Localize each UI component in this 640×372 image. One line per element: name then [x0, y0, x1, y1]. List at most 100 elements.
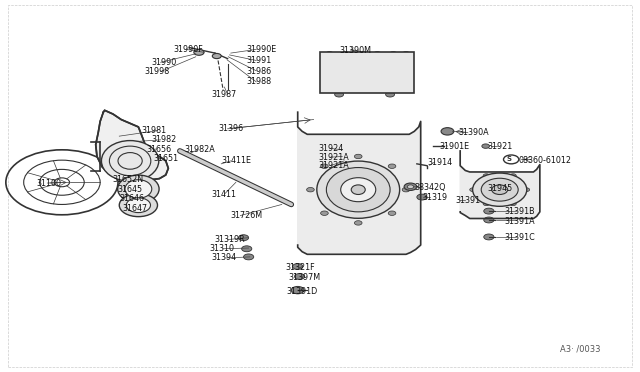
Text: 31396: 31396 — [218, 124, 243, 133]
Circle shape — [483, 202, 490, 206]
Text: 31987: 31987 — [212, 90, 237, 99]
Text: 31982A: 31982A — [185, 145, 216, 154]
Text: 31656: 31656 — [147, 145, 172, 154]
Text: 31645: 31645 — [117, 185, 143, 194]
Circle shape — [307, 187, 314, 192]
Circle shape — [212, 54, 221, 59]
Ellipse shape — [125, 180, 152, 198]
Circle shape — [355, 221, 362, 225]
Polygon shape — [298, 112, 420, 254]
Circle shape — [291, 286, 304, 294]
Text: 31981: 31981 — [141, 126, 166, 135]
Circle shape — [402, 52, 410, 56]
Text: 31319R: 31319R — [215, 235, 246, 244]
Circle shape — [483, 174, 490, 177]
Text: 38342Q: 38342Q — [414, 183, 446, 192]
Text: 31390M: 31390M — [339, 46, 371, 55]
Text: 31411: 31411 — [212, 190, 237, 199]
Ellipse shape — [101, 141, 159, 181]
Ellipse shape — [492, 185, 508, 195]
Text: 31901E: 31901E — [440, 142, 470, 151]
Text: 31988: 31988 — [246, 77, 272, 86]
Circle shape — [524, 188, 530, 192]
Ellipse shape — [472, 173, 527, 206]
Circle shape — [404, 183, 417, 190]
Bar — [320, 52, 414, 93]
Circle shape — [194, 49, 204, 55]
Text: 31990F: 31990F — [173, 45, 203, 54]
Circle shape — [390, 52, 397, 56]
Text: 31914: 31914 — [427, 157, 452, 167]
Text: 31397M: 31397M — [288, 273, 320, 282]
Circle shape — [417, 194, 427, 200]
Text: 31921A: 31921A — [319, 153, 349, 162]
Circle shape — [386, 92, 394, 97]
Text: 31982: 31982 — [151, 135, 177, 144]
Ellipse shape — [351, 185, 365, 195]
Circle shape — [482, 144, 490, 148]
Polygon shape — [460, 151, 540, 218]
Text: 31651: 31651 — [153, 154, 178, 163]
Text: 08360-61012: 08360-61012 — [519, 155, 572, 165]
Circle shape — [479, 186, 490, 192]
Circle shape — [355, 154, 362, 159]
Text: 31321F: 31321F — [285, 263, 315, 272]
Text: 31390A: 31390A — [459, 128, 490, 137]
Circle shape — [484, 217, 494, 223]
Circle shape — [321, 164, 328, 169]
Text: 31991: 31991 — [246, 56, 272, 65]
Circle shape — [510, 202, 516, 206]
Circle shape — [484, 234, 494, 240]
Circle shape — [294, 273, 305, 279]
Text: 31647: 31647 — [122, 203, 148, 213]
Circle shape — [292, 263, 303, 269]
Circle shape — [326, 52, 333, 56]
Text: 31646: 31646 — [119, 195, 144, 203]
Circle shape — [335, 92, 344, 97]
Circle shape — [470, 188, 476, 192]
Circle shape — [407, 185, 413, 189]
Circle shape — [402, 187, 410, 192]
Circle shape — [321, 211, 328, 215]
Text: 31319: 31319 — [422, 193, 447, 202]
Text: 31652N: 31652N — [113, 175, 144, 184]
Text: 31921: 31921 — [487, 142, 512, 151]
Ellipse shape — [317, 161, 399, 218]
Circle shape — [388, 164, 396, 169]
Text: 31986: 31986 — [246, 67, 272, 76]
Circle shape — [342, 52, 349, 56]
Circle shape — [358, 52, 365, 56]
Text: A3· /0033: A3· /0033 — [560, 345, 600, 354]
Text: 31726M: 31726M — [231, 211, 263, 220]
Text: 31391A: 31391A — [505, 217, 536, 225]
Ellipse shape — [481, 178, 518, 201]
Circle shape — [239, 235, 248, 241]
Text: 31391: 31391 — [455, 196, 480, 205]
Polygon shape — [96, 110, 168, 180]
Text: 31310: 31310 — [210, 244, 235, 253]
Text: 31924: 31924 — [319, 144, 344, 153]
Circle shape — [374, 52, 381, 56]
Ellipse shape — [119, 194, 157, 217]
Text: 31921A: 31921A — [319, 161, 349, 170]
Text: 31945: 31945 — [487, 185, 512, 193]
Circle shape — [244, 254, 253, 260]
Ellipse shape — [118, 175, 159, 203]
Text: 31411E: 31411E — [221, 156, 252, 166]
Circle shape — [242, 246, 252, 252]
Text: 31391B: 31391B — [505, 206, 536, 216]
Circle shape — [388, 211, 396, 215]
Ellipse shape — [326, 167, 390, 212]
Circle shape — [441, 128, 454, 135]
Ellipse shape — [340, 178, 376, 202]
Text: 31990: 31990 — [151, 58, 177, 67]
Ellipse shape — [126, 198, 150, 212]
Text: 31100: 31100 — [36, 179, 61, 187]
Circle shape — [484, 208, 494, 214]
Text: 31998: 31998 — [145, 67, 170, 76]
Text: 31391C: 31391C — [505, 233, 536, 242]
Text: 31990E: 31990E — [246, 45, 277, 54]
Text: S: S — [507, 156, 512, 163]
Text: 31391D: 31391D — [287, 287, 318, 296]
Circle shape — [510, 174, 516, 177]
